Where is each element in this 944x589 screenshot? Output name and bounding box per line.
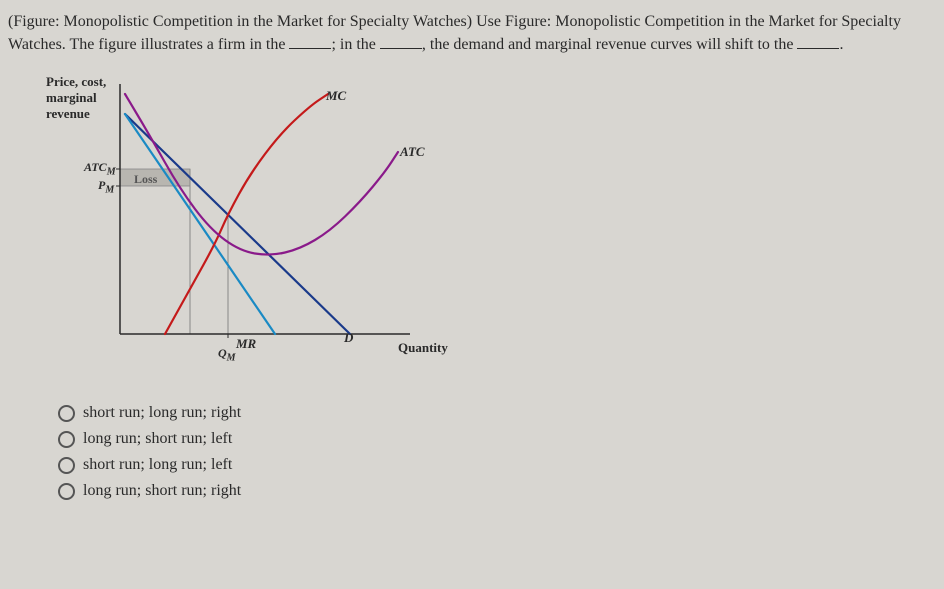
question-text: (Figure: Monopolistic Competition in the… <box>8 10 936 56</box>
curve-label-mr: MR <box>236 336 256 352</box>
blank-1 <box>289 33 331 49</box>
y-tick-sub: M <box>105 185 114 196</box>
y-axis-label-line: revenue <box>46 106 106 122</box>
answer-option-1[interactable]: short run; long run; right <box>58 404 936 422</box>
y-axis-label-line: Price, cost, <box>46 74 106 90</box>
question-mid2: , the demand and marginal revenue curves… <box>422 36 798 53</box>
curve-label-atc: ATC <box>400 144 425 160</box>
blank-3 <box>797 33 839 49</box>
option-text: long run; short run; left <box>83 430 232 448</box>
y-tick-sub: M <box>107 167 116 178</box>
loss-label: Loss <box>134 172 157 187</box>
x-tick-sub: M <box>227 353 236 364</box>
option-text: long run; short run; right <box>83 482 241 500</box>
chart-svg <box>120 84 410 359</box>
curve-label-mc: MC <box>326 88 346 104</box>
chart-figure: Price, cost, marginal revenue ATCM PM QM… <box>48 74 478 384</box>
x-axis-label: Quantity <box>398 340 478 378</box>
x-tick-label: Q <box>218 346 227 360</box>
answer-options: short run; long run; right long run; sho… <box>58 404 936 500</box>
y-tick-label: ATC <box>84 160 107 174</box>
curve-label-d: D <box>344 330 353 346</box>
y-tick-atc: ATCM <box>84 160 116 177</box>
answer-option-4[interactable]: long run; short run; right <box>58 482 936 500</box>
y-axis-label: Price, cost, marginal revenue <box>46 74 106 121</box>
blank-2 <box>380 33 422 49</box>
answer-option-3[interactable]: short run; long run; left <box>58 456 936 474</box>
y-axis-label-line: marginal <box>46 90 106 106</box>
question-mid1: ; in the <box>331 36 379 53</box>
radio-icon <box>58 483 75 500</box>
y-tick-p: PM <box>98 178 114 195</box>
x-tick-q: QM <box>218 346 236 363</box>
radio-icon <box>58 405 75 422</box>
radio-icon <box>58 431 75 448</box>
radio-icon <box>58 457 75 474</box>
answer-option-2[interactable]: long run; short run; left <box>58 430 936 448</box>
question-suffix: . <box>839 36 843 53</box>
option-text: short run; long run; left <box>83 456 232 474</box>
option-text: short run; long run; right <box>83 404 241 422</box>
